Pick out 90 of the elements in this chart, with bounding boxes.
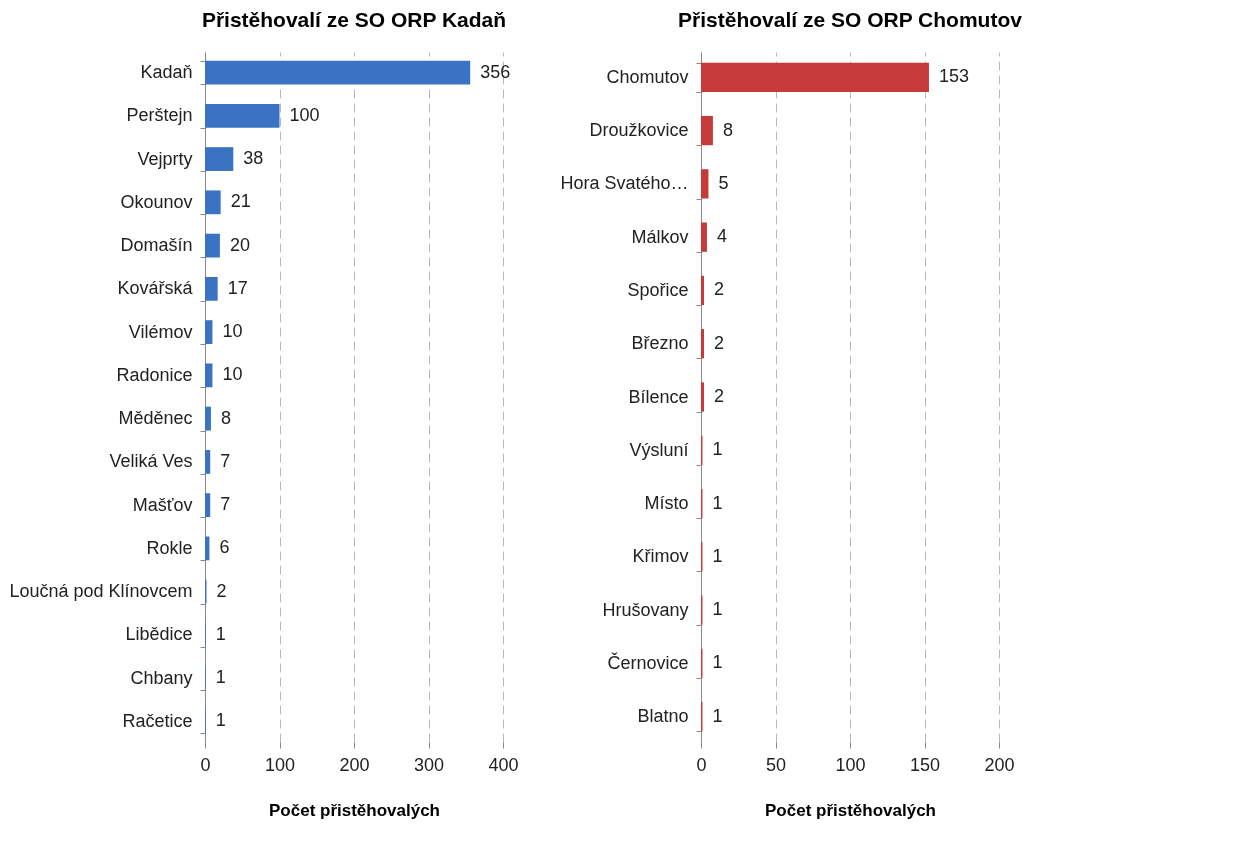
data-label: 4 — [716, 226, 727, 247]
chart-title: Přistěhovalí ze SO ORP Kadaň — [201, 8, 507, 31]
y-tick-label: Libědice — [125, 624, 193, 645]
y-tick-label: Černovice — [607, 651, 689, 673]
data-label: 1 — [215, 667, 226, 688]
bar — [701, 62, 929, 92]
y-tick-label: Račetice — [122, 710, 193, 731]
data-label: 17 — [227, 277, 248, 298]
x-tick-label: 400 — [488, 754, 519, 775]
chart-title: Přistěhovalí ze SO ORP Chomutov — [678, 8, 1023, 31]
y-tick-label: Chomutov — [606, 66, 689, 87]
y-tick-label: Rokle — [146, 537, 193, 558]
data-label: 5 — [718, 172, 729, 193]
data-label: 356 — [480, 61, 511, 82]
data-label: 1 — [215, 710, 226, 731]
bar — [701, 329, 704, 359]
x-tick-label: 50 — [765, 754, 787, 775]
data-label: 10 — [222, 321, 243, 342]
bar — [205, 449, 211, 474]
data-label: 38 — [243, 148, 264, 169]
data-label: 1 — [712, 492, 723, 513]
y-tick-label: Měděnec — [118, 408, 193, 429]
data-label: 7 — [220, 494, 231, 515]
data-label: 21 — [230, 191, 251, 212]
y-tick-label: Mašťov — [132, 494, 193, 515]
data-label: 7 — [220, 450, 231, 471]
y-tick-label: Hrušovany — [602, 599, 689, 620]
x-tick-label: 200 — [339, 754, 370, 775]
bar — [701, 382, 704, 412]
y-tick-label: Málkov — [631, 226, 689, 247]
data-label: 100 — [289, 104, 320, 125]
x-tick-label: 150 — [909, 754, 941, 775]
bar — [205, 276, 218, 301]
data-label: 1 — [215, 623, 226, 644]
bar — [205, 147, 234, 171]
bar — [205, 363, 213, 388]
x-tick-label: 0 — [696, 754, 707, 775]
x-tick-label: 200 — [984, 754, 1015, 775]
data-label: 8 — [722, 119, 733, 140]
y-tick-label: Kovářská — [117, 278, 194, 299]
y-tick-label: Veliká Ves — [109, 451, 193, 472]
data-label: 6 — [219, 537, 230, 558]
y-tick-label: Radonice — [116, 364, 193, 385]
data-label: 153 — [938, 66, 970, 87]
y-tick-label: Spořice — [627, 279, 689, 300]
y-tick-label: Výsluní — [629, 439, 689, 460]
y-tick-label: Perštejn — [126, 105, 193, 126]
y-tick-label: Loučná pod Klínovcem — [9, 581, 193, 602]
y-tick-label: Domašín — [120, 235, 193, 256]
y-tick-label: Místo — [644, 493, 689, 514]
bar — [205, 60, 471, 85]
bar — [205, 406, 211, 431]
x-tick-label: 0 — [200, 754, 211, 775]
y-tick-label: Křimov — [632, 546, 689, 567]
x-tick-label: 100 — [264, 754, 296, 775]
bar — [205, 103, 280, 128]
x-axis-title: Počet přistěhovalých — [764, 800, 937, 820]
y-tick-label: Droužkovice — [589, 120, 689, 141]
data-label: 8 — [220, 407, 231, 428]
data-label: 20 — [229, 234, 250, 255]
data-label: 1 — [712, 545, 723, 566]
y-tick-label: Okounov — [120, 191, 193, 212]
bar — [701, 275, 704, 306]
y-tick-label: Kadaň — [140, 62, 193, 83]
bar — [205, 190, 221, 215]
bar — [205, 233, 220, 258]
data-label: 2 — [713, 332, 724, 353]
bar — [205, 320, 213, 345]
y-tick-label: Hora Svatého… — [560, 173, 689, 194]
x-tick-label: 300 — [413, 754, 445, 775]
data-label: 2 — [216, 580, 227, 601]
x-axis-title: Počet přistěhovalých — [268, 800, 441, 820]
bar — [701, 169, 709, 199]
data-label: 1 — [712, 599, 723, 620]
y-tick-label: Vejprty — [137, 148, 193, 169]
y-tick-label: Vilémov — [128, 321, 193, 342]
bar — [701, 222, 707, 252]
data-label: 2 — [713, 279, 724, 300]
data-label: 1 — [712, 652, 723, 673]
data-label: 1 — [712, 705, 723, 726]
data-label: 2 — [713, 386, 724, 406]
bar — [701, 115, 713, 146]
y-tick-label: Blatno — [637, 706, 689, 727]
data-label: 1 — [712, 439, 723, 460]
y-tick-label: Bílence — [628, 386, 689, 407]
bar — [205, 493, 211, 518]
x-tick-label: 100 — [835, 754, 866, 775]
y-tick-label: Chbany — [130, 667, 193, 688]
y-tick-label: Březno — [631, 333, 689, 354]
data-label: 10 — [222, 364, 243, 385]
